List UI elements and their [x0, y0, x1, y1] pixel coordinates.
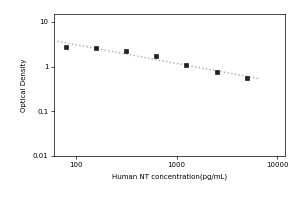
X-axis label: Human NT concentration(pg/mL): Human NT concentration(pg/mL)	[112, 173, 227, 180]
Y-axis label: Optical Density: Optical Density	[21, 58, 27, 112]
